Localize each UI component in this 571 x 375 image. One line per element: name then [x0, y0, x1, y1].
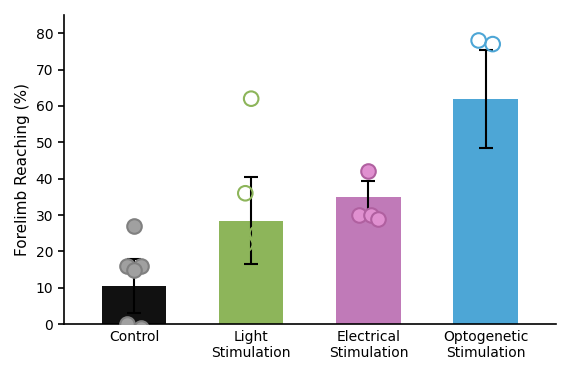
Point	[474, 38, 483, 44]
Point	[247, 96, 256, 102]
Point	[252, 230, 262, 236]
Bar	[102, 286, 166, 324]
Point	[122, 263, 131, 269]
Point	[241, 190, 250, 196]
Point	[366, 212, 375, 218]
Point	[136, 325, 146, 331]
Point	[364, 168, 373, 174]
Point	[373, 216, 383, 222]
Point	[130, 332, 139, 338]
Point	[488, 41, 497, 47]
Point	[130, 223, 139, 229]
Point	[130, 267, 139, 273]
Point	[481, 179, 490, 185]
Point	[122, 321, 131, 327]
Y-axis label: Forelimb Reaching (%): Forelimb Reaching (%)	[15, 83, 30, 256]
Point	[241, 241, 250, 247]
Bar	[219, 220, 283, 324]
Point	[355, 212, 364, 218]
Bar	[453, 99, 518, 324]
Bar	[336, 197, 401, 324]
Point	[136, 263, 146, 269]
Point	[252, 299, 262, 305]
